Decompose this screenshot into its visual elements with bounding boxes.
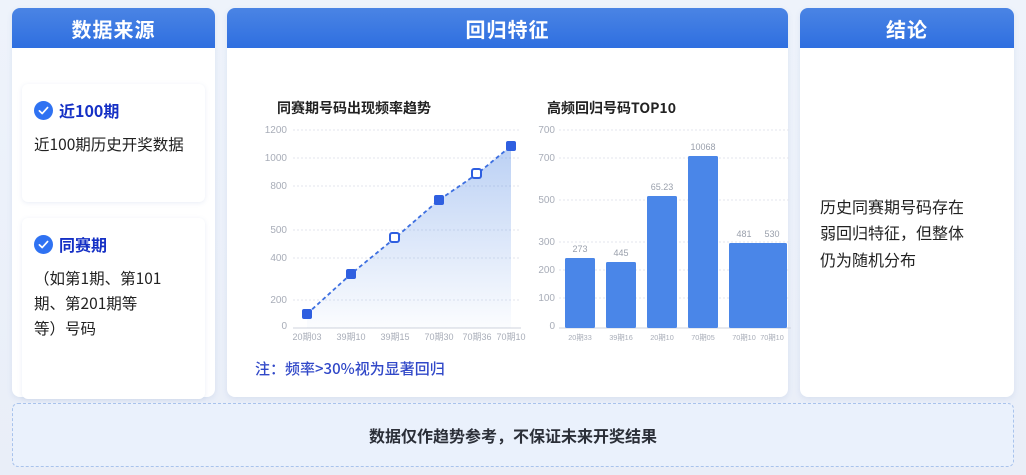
svg-text:0: 0	[281, 321, 287, 332]
svg-text:530: 530	[764, 229, 779, 239]
svg-text:1200: 1200	[265, 125, 288, 136]
svg-text:39期15: 39期15	[380, 332, 409, 342]
svg-text:273: 273	[572, 244, 587, 254]
svg-text:39期10: 39期10	[336, 332, 365, 342]
svg-text:300: 300	[538, 237, 555, 248]
svg-text:70期10: 70期10	[760, 333, 784, 342]
svg-text:200: 200	[270, 295, 287, 306]
svg-text:700: 700	[538, 125, 555, 136]
svg-text:20期03: 20期03	[292, 332, 321, 342]
svg-text:0: 0	[549, 321, 555, 332]
svg-text:70期10: 70期10	[496, 332, 525, 342]
svg-text:20期10: 20期10	[650, 333, 674, 342]
svg-text:65.23: 65.23	[651, 182, 674, 192]
svg-text:20期33: 20期33	[568, 333, 592, 342]
svg-text:70期10: 70期10	[732, 333, 756, 342]
svg-text:70期36: 70期36	[462, 332, 491, 342]
svg-text:100: 100	[538, 293, 555, 304]
svg-text:1000: 1000	[265, 153, 288, 164]
svg-text:445: 445	[613, 248, 628, 258]
svg-text:70期05: 70期05	[691, 333, 715, 342]
svg-text:500: 500	[270, 225, 287, 236]
svg-text:800: 800	[270, 181, 287, 192]
svg-text:70期30: 70期30	[424, 332, 453, 342]
svg-text:700: 700	[538, 153, 555, 164]
svg-text:200: 200	[538, 265, 555, 276]
svg-text:481: 481	[736, 229, 751, 239]
svg-text:500: 500	[538, 195, 555, 206]
svg-text:10068: 10068	[690, 142, 715, 152]
svg-text:400: 400	[270, 253, 287, 264]
svg-text:39期16: 39期16	[609, 333, 633, 342]
